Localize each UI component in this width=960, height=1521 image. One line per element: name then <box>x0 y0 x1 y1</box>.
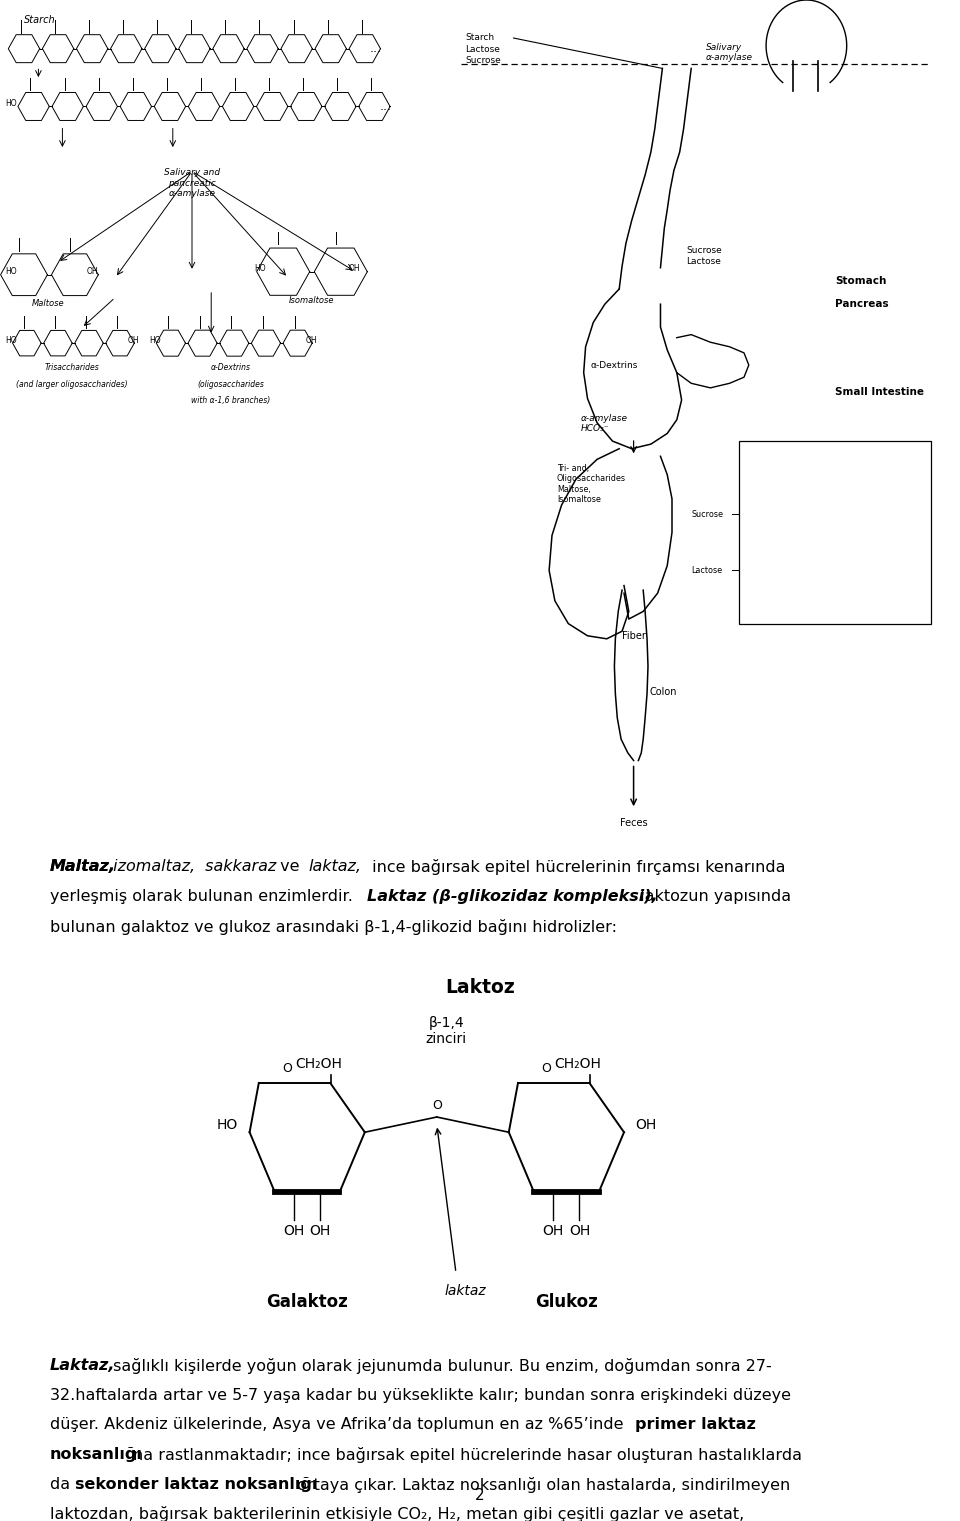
Text: OH: OH <box>283 1224 304 1238</box>
Text: Glukoz: Glukoz <box>535 1293 598 1311</box>
Text: HO: HO <box>254 265 266 274</box>
Text: Feces: Feces <box>620 818 647 829</box>
Text: HO: HO <box>5 336 16 345</box>
Text: HO: HO <box>217 1118 238 1132</box>
Text: Salivary and
pancreatic
α-amylase: Salivary and pancreatic α-amylase <box>164 169 220 198</box>
Text: Salivary
α-amylase: Salivary α-amylase <box>706 43 753 62</box>
Text: Trisaccharides: Trisaccharides <box>44 364 100 373</box>
Text: laktaz: laktaz <box>444 1284 487 1297</box>
Text: 32.haftalarda artar ve 5-7 yaşa kadar bu yükseklikte kalır; bundan sonra erişkin: 32.haftalarda artar ve 5-7 yaşa kadar bu… <box>50 1387 791 1402</box>
Text: düşer. Akdeniz ülkelerinde, Asya ve Afrika’da toplumun en az %65’inde: düşer. Akdeniz ülkelerinde, Asya ve Afri… <box>50 1418 629 1433</box>
Text: Galaktoz: Galaktoz <box>266 1293 348 1311</box>
Text: ve: ve <box>276 859 305 875</box>
Text: maltase
isomaltase: maltase isomaltase <box>744 456 783 470</box>
Text: → Glucose: → Glucose <box>840 456 879 465</box>
Text: Maltose: Maltose <box>32 300 64 309</box>
Text: Tri- and,
Oligosaccharides
Maltose,
Isomaltose: Tri- and, Oligosaccharides Maltose, Isom… <box>557 464 626 503</box>
Text: sucrease: sucrease <box>751 514 780 520</box>
Text: laktozdan, bağırsak bakterilerinin etkisiyle CO₂, H₂, metan gibi çeşitli gazlar : laktozdan, bağırsak bakterilerinin etkis… <box>50 1506 744 1521</box>
Text: ...: ... <box>379 100 392 113</box>
Text: β-1,4
zinciri: β-1,4 zinciri <box>426 1016 467 1046</box>
Text: laktozun yapısında: laktozun yapısında <box>635 888 791 903</box>
Text: HO: HO <box>5 99 16 108</box>
Text: sakkaraz: sakkaraz <box>201 859 276 875</box>
Text: OH: OH <box>636 1118 657 1132</box>
Text: sağlıklı kişilerde yoğun olarak jejunumda bulunur. Bu enzim, doğumdan sonra 27-: sağlıklı kişilerde yoğun olarak jejunumd… <box>108 1358 772 1373</box>
Text: (and larger oligosaccharides): (and larger oligosaccharides) <box>16 380 128 389</box>
Text: O: O <box>432 1100 442 1112</box>
Text: OH: OH <box>569 1224 590 1238</box>
Text: HO: HO <box>149 336 160 345</box>
Text: primer laktaz: primer laktaz <box>635 1418 756 1433</box>
Text: Fiber: Fiber <box>622 631 645 642</box>
Text: α-Dextrins: α-Dextrins <box>210 364 251 373</box>
Text: OH: OH <box>542 1224 564 1238</box>
Text: da: da <box>50 1477 75 1492</box>
Text: sekonder laktaz noksanlığı: sekonder laktaz noksanlığı <box>75 1477 318 1492</box>
Text: → Glucose
Galactose: → Glucose Galactose <box>840 557 879 575</box>
Text: Maltaz,: Maltaz, <box>50 859 116 875</box>
Text: na rastlanmaktadır; ince bağırsak epitel hücrelerinde hasar oluşturan hastalıkla: na rastlanmaktadır; ince bağırsak epitel… <box>133 1446 803 1463</box>
Text: 2: 2 <box>475 1488 485 1503</box>
Text: CH₂OH: CH₂OH <box>555 1057 601 1071</box>
Text: Stomach: Stomach <box>835 277 887 286</box>
Text: bulunan galaktoz ve glukoz arasındaki β-1,4-glikozid bağını hidrolizler:: bulunan galaktoz ve glukoz arasındaki β-… <box>50 919 617 935</box>
Text: α-Dextrins: α-Dextrins <box>590 360 637 370</box>
Text: OH: OH <box>128 336 139 345</box>
Text: Laktaz,: Laktaz, <box>50 1358 115 1373</box>
Text: (oligosaccharides: (oligosaccharides <box>197 380 264 389</box>
Text: Lactose: Lactose <box>691 566 722 575</box>
Text: O: O <box>541 1062 551 1075</box>
Text: ...: ... <box>370 43 382 55</box>
Text: α-amylase
HCO₃⁻: α-amylase HCO₃⁻ <box>581 414 628 433</box>
Text: izomaltaz,: izomaltaz, <box>108 859 196 875</box>
Text: CH₂OH: CH₂OH <box>296 1057 342 1071</box>
Text: Laktaz (β-glikozidaz kompleksi),: Laktaz (β-glikozidaz kompleksi), <box>368 888 658 903</box>
Text: Starch
Lactose
Sucrose: Starch Lactose Sucrose <box>466 33 501 65</box>
Text: ortaya çıkar. Laktaz noksanlığı olan hastalarda, sindirilmeyen: ortaya çıkar. Laktaz noksanlığı olan has… <box>292 1477 790 1492</box>
Text: Starch: Starch <box>24 15 56 24</box>
Text: → Glucose
Fructose: → Glucose Fructose <box>840 500 879 519</box>
Text: Colon: Colon <box>650 687 678 697</box>
Text: Isomaltose: Isomaltose <box>289 297 335 306</box>
Text: noksanlığı: noksanlığı <box>50 1446 143 1462</box>
Text: OH: OH <box>310 1224 331 1238</box>
Text: laktaz,: laktaz, <box>309 859 362 875</box>
Text: HO: HO <box>5 268 16 277</box>
Text: Small Intestine: Small Intestine <box>835 388 924 397</box>
Text: OH: OH <box>86 268 98 277</box>
Text: Pancreas: Pancreas <box>835 300 889 309</box>
Text: Maltaz,: Maltaz, <box>50 859 116 875</box>
Text: ince bağırsak epitel hücrelerinin fırçamsı kenarında: ince bağırsak epitel hücrelerinin fırçam… <box>368 859 786 876</box>
Text: OH: OH <box>305 336 317 345</box>
Text: Sucrose: Sucrose <box>691 510 723 519</box>
Text: yerleşmiş olarak bulunan enzimlerdir.: yerleşmiş olarak bulunan enzimlerdir. <box>50 888 358 903</box>
Text: with α-1,6 branches): with α-1,6 branches) <box>191 397 270 406</box>
Text: O: O <box>282 1062 292 1075</box>
Text: OH: OH <box>348 265 360 274</box>
Text: lactase: lactase <box>751 570 775 576</box>
Text: Laktoz: Laktoz <box>445 978 515 996</box>
Text: Sucrose
Lactose: Sucrose Lactose <box>686 246 722 266</box>
Bar <box>739 441 931 624</box>
